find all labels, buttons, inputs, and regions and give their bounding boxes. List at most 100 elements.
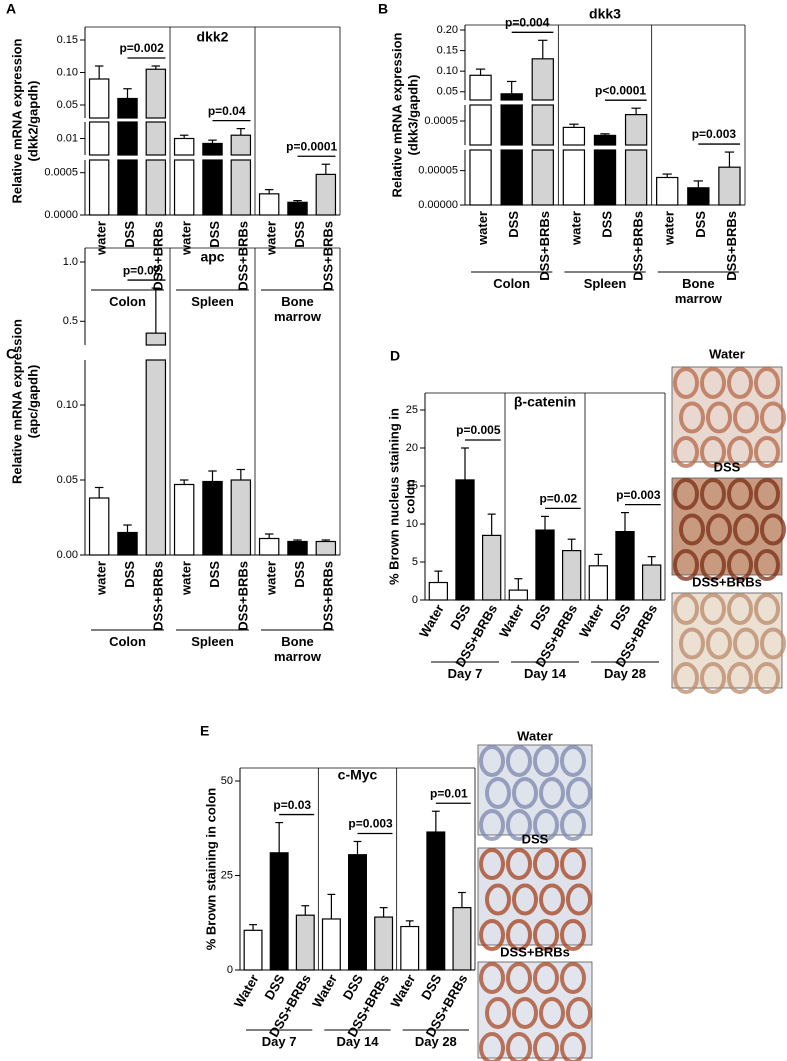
- group-label: Bone marrow: [274, 634, 321, 664]
- group-label-box: Spleen: [584, 276, 627, 291]
- bar: [117, 97, 138, 119]
- micrograph-texture: [754, 478, 780, 510]
- p-value: p<0.0001: [595, 83, 646, 97]
- micrograph-texture: [673, 549, 699, 581]
- image-label: Water: [709, 346, 745, 361]
- chart-title: β-catenin: [514, 394, 576, 410]
- micrograph-texture: [673, 436, 699, 468]
- group-label: Day 7: [447, 666, 483, 681]
- bar: [295, 914, 315, 971]
- bar: [469, 104, 492, 146]
- group-label: Spleen: [191, 634, 234, 649]
- micrograph-texture: [760, 401, 786, 434]
- bar: [315, 540, 337, 556]
- micrograph-texture: [560, 1032, 586, 1061]
- micrograph-texture: [754, 436, 780, 468]
- bar: [624, 113, 648, 146]
- y-tick-label: 0.0005: [44, 167, 78, 179]
- micrograph-texture: [706, 401, 732, 434]
- y-tick-label: 0.15: [437, 44, 458, 56]
- y-tick-label: 1.0: [63, 256, 78, 268]
- bar: [287, 201, 308, 216]
- micrograph-texture: [754, 367, 780, 399]
- group-label-box: Colon: [109, 294, 146, 309]
- micrograph-texture: [727, 478, 753, 510]
- bar: [88, 78, 110, 119]
- micrograph-texture: [679, 513, 705, 546]
- micrograph-texture: [479, 809, 505, 841]
- micrograph-texture: [560, 962, 586, 994]
- p-value: p=0.02: [123, 263, 161, 277]
- y-tick-label: 50: [221, 775, 233, 787]
- image-label: DSS+BRBs: [500, 944, 570, 959]
- bar: [117, 121, 138, 156]
- micrograph-texture: [733, 401, 759, 434]
- micrograph-texture: [754, 593, 780, 625]
- x-tick-label: water: [94, 221, 109, 256]
- group-label: Day 14: [524, 666, 566, 681]
- image-label: DSS: [522, 831, 549, 846]
- y-tick-label: 0.0000: [44, 209, 78, 221]
- bar: [374, 916, 394, 971]
- x-tick-label: DSS: [122, 561, 137, 588]
- bar: [500, 104, 523, 146]
- group-label-box: Bone marrow: [675, 276, 722, 306]
- group-label-box: Day 7: [262, 1034, 297, 1049]
- bar: [321, 918, 341, 971]
- y-tick-label: 0: [412, 594, 418, 606]
- group-label-box: Day 7: [447, 666, 483, 681]
- y-tick-label: 0.01: [57, 132, 78, 144]
- y-tick-label: 15: [406, 480, 418, 492]
- x-tick-label: DSS+BRBs: [150, 561, 165, 631]
- bar: [624, 149, 648, 206]
- x-tick-label: DSS: [527, 601, 554, 632]
- y-axis-label: % Brown nucleus staining in: [386, 408, 401, 585]
- bar: [258, 193, 280, 216]
- x-tick-label: DSS: [292, 561, 307, 588]
- bar: [145, 332, 167, 346]
- micrograph-texture: [560, 745, 586, 777]
- bar: [117, 531, 138, 556]
- bar: [145, 68, 167, 119]
- p-value: p=0.005: [456, 423, 501, 437]
- micrograph-texture: [533, 809, 559, 841]
- bar: [508, 589, 528, 601]
- group-label-box: Day 14: [337, 1034, 379, 1049]
- micrograph-texture: [506, 745, 532, 777]
- y-axis-label: % Brown staining in colon: [203, 788, 218, 951]
- micrograph-texture: [700, 662, 726, 694]
- x-tick-label: DSS+BRBs: [724, 211, 739, 281]
- bar: [500, 149, 523, 206]
- micrograph-texture: [760, 627, 786, 660]
- x-tick-label: Water: [231, 972, 262, 1010]
- micrograph-texture: [506, 962, 532, 994]
- x-tick-label: water: [568, 211, 583, 246]
- y-tick-label: 5: [412, 556, 418, 568]
- p-value: p=0.0001: [286, 139, 337, 153]
- micrograph-texture: [506, 848, 532, 880]
- micrograph-texture: [700, 367, 726, 399]
- bar: [145, 359, 167, 556]
- x-tick-label: DSS+BRBs: [150, 221, 165, 291]
- y-tick-label: 25: [221, 869, 233, 881]
- bar: [469, 74, 492, 101]
- micrograph-texture: [700, 549, 726, 581]
- micrograph-texture: [506, 1032, 532, 1061]
- bar: [455, 479, 475, 601]
- bar: [428, 581, 448, 601]
- group-label-box: Spleen: [191, 634, 234, 649]
- y-tick-label: 0.10: [57, 66, 78, 78]
- bar: [173, 159, 195, 216]
- x-tick-label: DSS: [207, 561, 222, 588]
- micrograph: [671, 592, 783, 689]
- x-tick-label: DSS+BRBs: [235, 221, 250, 291]
- group-label: Day 28: [414, 1034, 457, 1049]
- p-value: p=0.002: [119, 41, 164, 55]
- micrograph-texture: [539, 777, 565, 809]
- bar: [531, 58, 554, 101]
- micrograph-texture: [566, 883, 592, 916]
- x-tick-label: DSS: [122, 221, 137, 248]
- x-tick-label: water: [662, 211, 677, 246]
- micrograph-texture: [706, 627, 732, 660]
- y-tick-label: 0.0005: [424, 115, 458, 127]
